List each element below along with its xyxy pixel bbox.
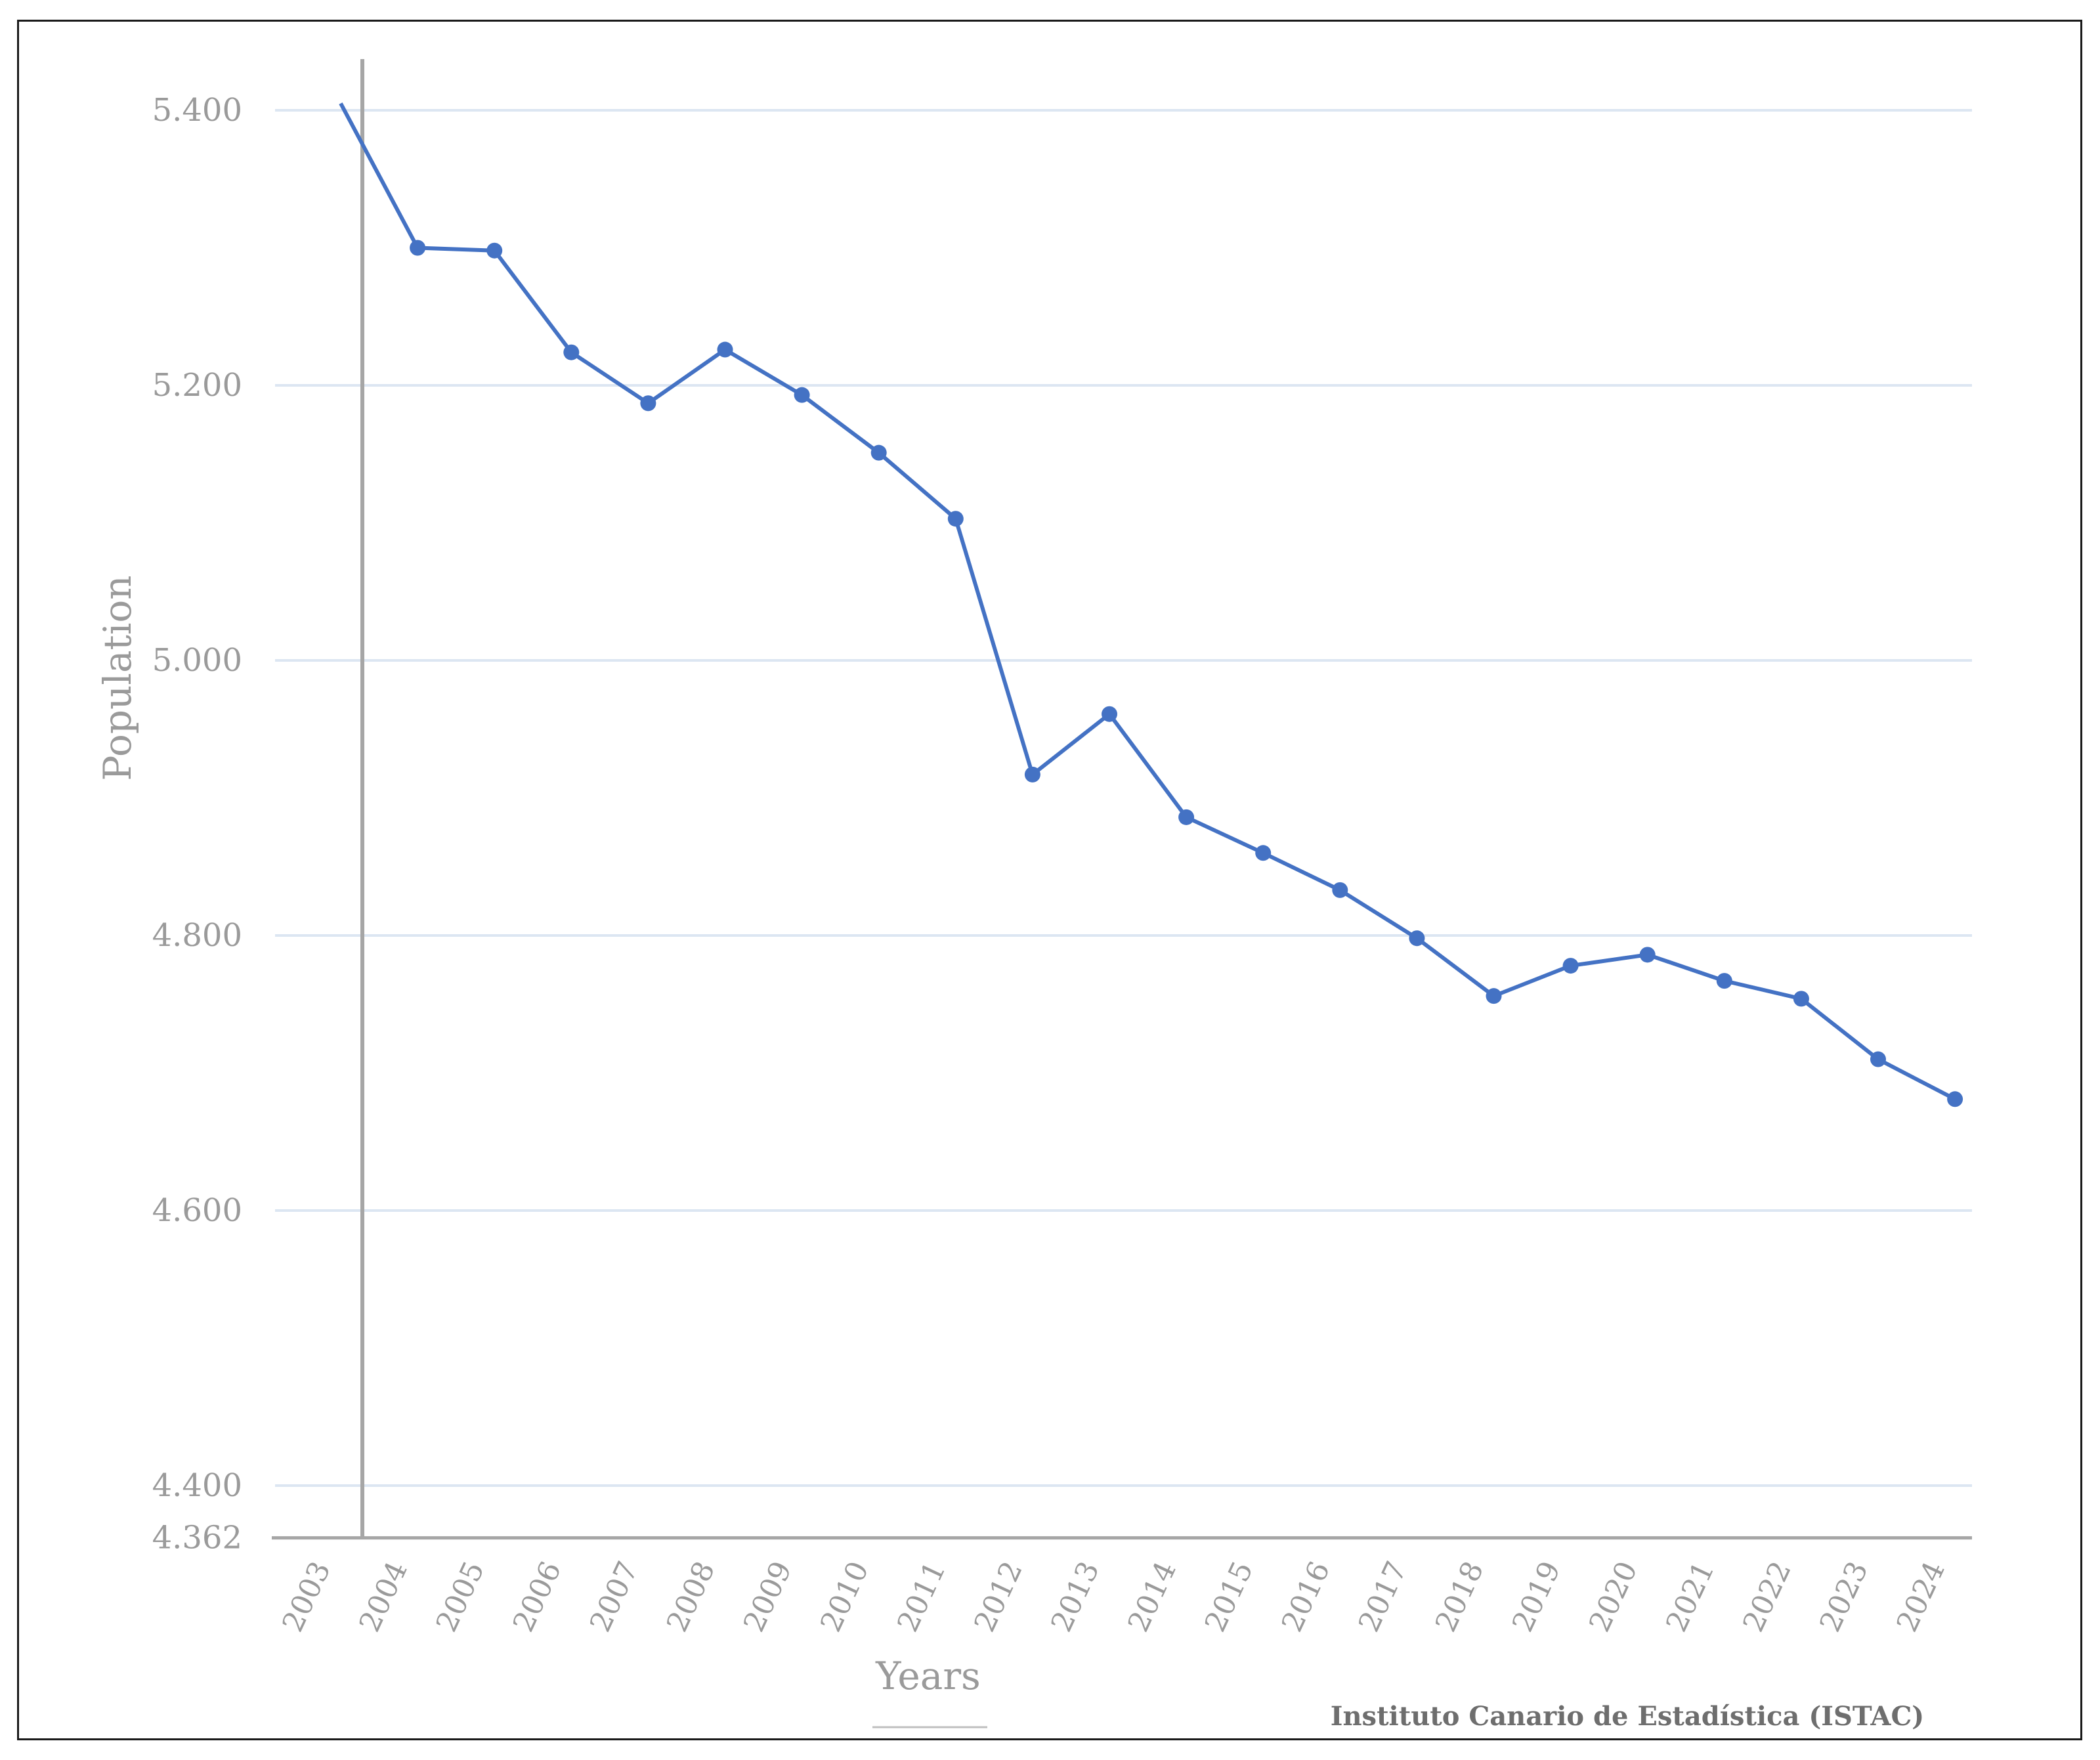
data-point	[640, 395, 656, 412]
data-point	[1870, 1051, 1886, 1067]
y-tick-label: 5.000	[152, 642, 242, 679]
y-tick-label: 5.200	[152, 367, 242, 404]
data-point	[794, 387, 810, 403]
series-line	[339, 102, 1956, 1101]
data-point	[717, 341, 733, 358]
x-tick-label: 2015	[1199, 1556, 1260, 1637]
data-points	[410, 240, 1963, 1107]
x-axis-title: Years	[875, 1654, 981, 1698]
source-credit: Instituto Canario de Estadística (ISTAC)	[1331, 1701, 1924, 1732]
data-point	[1947, 1091, 1963, 1107]
data-point	[563, 344, 580, 360]
data-point	[1716, 973, 1732, 989]
y-tick-labels: 5.400 5.200 5.000 4.800 4.600 4.400 4.362	[152, 92, 242, 1556]
data-point	[1562, 958, 1579, 974]
x-tick-labels: 2003 2004 2005 2006 2007 2008 2009 2010 2011 2012…	[276, 1556, 1952, 1637]
data-point	[1178, 809, 1195, 825]
x-tick-label: 2013	[1044, 1556, 1106, 1637]
x-tick-label: 2016	[1275, 1556, 1337, 1637]
data-point	[1332, 882, 1348, 898]
x-tick-label: 2008	[660, 1556, 722, 1637]
x-tick-label: 2012	[968, 1556, 1029, 1637]
x-tick-label: 2010	[814, 1556, 876, 1637]
data-point	[947, 511, 964, 527]
data-point	[1024, 766, 1040, 783]
y-tick-label: 4.362	[152, 1520, 242, 1556]
data-point	[870, 444, 887, 461]
x-tick-label: 2022	[1736, 1556, 1798, 1637]
data-point	[1793, 991, 1809, 1007]
line-chart: 5.400 5.200 5.000 4.800 4.600 4.400 4.362 2003…	[95, 59, 1972, 1732]
data-point	[1255, 845, 1272, 861]
data-point	[486, 242, 503, 259]
data-point	[1102, 706, 1117, 722]
y-tick-label: 5.400	[152, 92, 242, 129]
y-axis-title: Population	[95, 575, 140, 781]
x-tick-label: 2006	[507, 1556, 568, 1637]
data-point	[1486, 988, 1502, 1004]
x-tick-label: 2004	[353, 1556, 415, 1637]
x-tick-label: 2021	[1660, 1556, 1721, 1637]
x-tick-label: 2011	[891, 1556, 953, 1637]
x-tick-label: 2014	[1122, 1556, 1184, 1637]
chart-frame: 5.400 5.200 5.000 4.800 4.600 4.400 4.362 2003…	[17, 20, 2082, 1740]
x-tick-label: 2023	[1813, 1556, 1875, 1637]
x-tick-label: 2018	[1429, 1556, 1491, 1637]
data-point	[1409, 930, 1425, 947]
y-tick-label: 4.600	[152, 1192, 242, 1229]
x-tick-label: 2020	[1583, 1556, 1644, 1637]
x-tick-label: 2007	[584, 1556, 645, 1637]
x-tick-label: 2019	[1506, 1556, 1568, 1637]
gridlines	[275, 109, 1972, 1487]
x-tick-label: 2024	[1891, 1556, 1952, 1637]
x-tick-label: 2017	[1352, 1556, 1414, 1637]
x-tick-label: 2009	[737, 1556, 799, 1637]
data-point	[1639, 947, 1656, 963]
data-point	[410, 240, 426, 256]
x-tick-label: 2003	[276, 1556, 337, 1637]
y-tick-label: 4.800	[152, 917, 242, 954]
x-tick-label: 2005	[430, 1556, 492, 1637]
y-tick-label: 4.400	[152, 1467, 242, 1504]
